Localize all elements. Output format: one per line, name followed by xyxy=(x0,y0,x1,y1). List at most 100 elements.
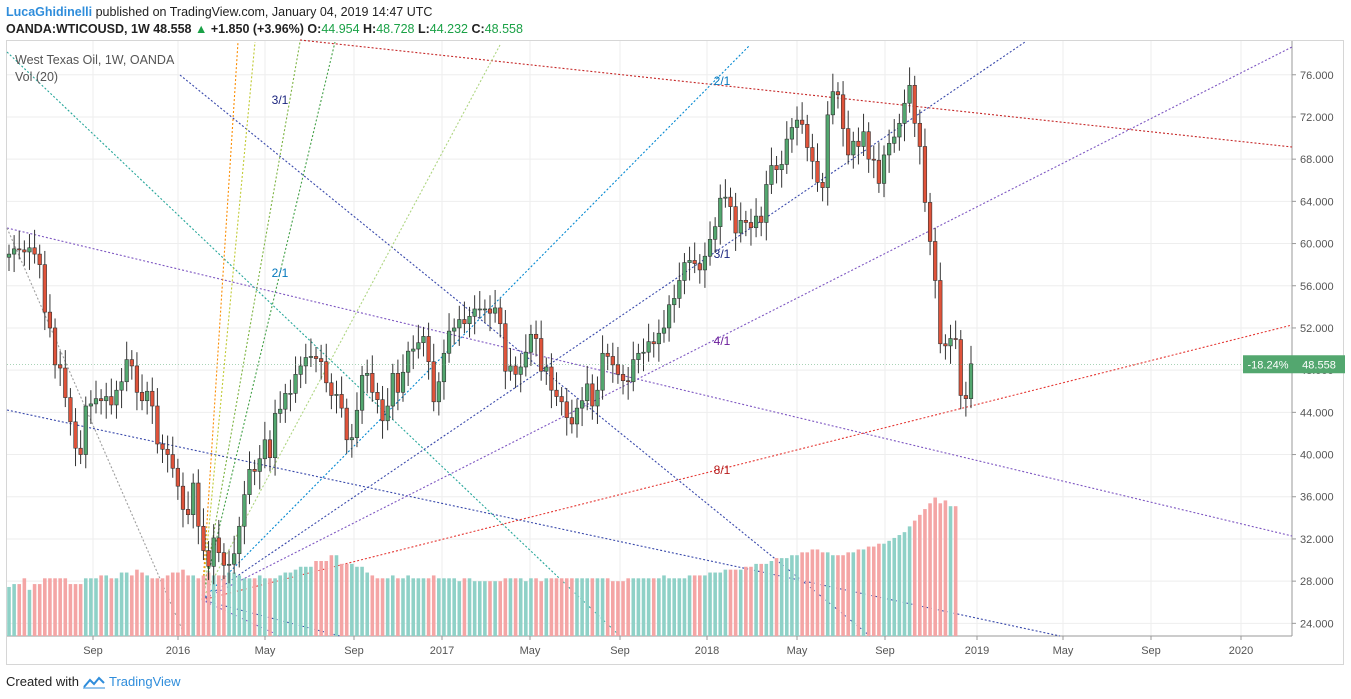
candle-body xyxy=(482,308,487,311)
low-value: 44.232 xyxy=(429,22,468,36)
fan-label: 2/1 xyxy=(272,266,289,280)
candle-body xyxy=(902,102,907,124)
candle-body xyxy=(400,371,406,393)
candle-body xyxy=(319,358,324,363)
volume-bar xyxy=(718,572,723,636)
volume-bar xyxy=(43,578,47,636)
volume-bar xyxy=(324,561,329,636)
candle-body xyxy=(825,114,830,188)
volume-bar xyxy=(585,578,590,636)
candle-body xyxy=(416,342,421,350)
candle-body xyxy=(922,146,928,203)
x-tick-label: 2019 xyxy=(965,645,989,657)
candle-body xyxy=(155,405,160,445)
candle-body xyxy=(938,280,943,345)
volume-bar xyxy=(196,578,201,636)
candle-body xyxy=(815,160,820,183)
volume-bar xyxy=(483,581,487,636)
volume-bar xyxy=(912,520,917,636)
y-tick-label: 60.000 xyxy=(1300,239,1334,251)
change-tag: -18.24% xyxy=(1248,359,1289,371)
candle-body xyxy=(810,147,815,162)
volume-bar xyxy=(672,578,677,636)
volume-bar xyxy=(360,566,364,636)
volume-bar xyxy=(227,572,231,636)
volume-bar xyxy=(314,561,318,636)
volume-bar xyxy=(119,572,124,636)
tradingview-link[interactable]: TradingView xyxy=(108,674,181,689)
candle-body xyxy=(211,537,216,567)
candle-body xyxy=(354,409,360,438)
symbol-label: OANDA:WTICOUSD, 1W xyxy=(6,22,150,36)
gann-fan-line xyxy=(201,324,1293,601)
candle-body xyxy=(242,494,247,527)
volume-bar xyxy=(790,555,794,636)
volume-bar xyxy=(871,546,876,636)
candle-body xyxy=(897,122,902,138)
candle-body xyxy=(738,220,743,234)
candle-body xyxy=(52,327,58,366)
fan-label: 3/1 xyxy=(714,247,731,261)
author-link[interactable]: LucaGhidinelli xyxy=(6,5,93,19)
volume-bar xyxy=(442,578,446,636)
volume-bar xyxy=(590,578,595,636)
candle-body xyxy=(646,341,651,353)
candle-body xyxy=(846,128,851,156)
volume-bar xyxy=(380,578,385,636)
volume-bar xyxy=(186,575,190,636)
candle-body xyxy=(150,390,155,407)
volume-bar xyxy=(303,566,308,636)
volume-bar xyxy=(48,578,52,636)
volume-bar xyxy=(385,578,390,636)
price-tag: 48.558 xyxy=(1302,359,1336,371)
candle-body xyxy=(58,364,63,369)
candle-body xyxy=(728,196,733,207)
candle-body xyxy=(160,443,165,450)
candle-body xyxy=(933,241,938,281)
candle-body xyxy=(278,408,283,414)
candle-body xyxy=(574,407,580,425)
volume-bar xyxy=(319,561,323,636)
candle-body xyxy=(518,366,523,375)
volume-bar xyxy=(477,581,482,636)
volume-bar xyxy=(472,581,477,636)
candle-body xyxy=(313,356,319,359)
candle-body xyxy=(769,165,774,185)
candle-body xyxy=(406,350,411,373)
candle-body xyxy=(549,366,554,391)
volume-bar xyxy=(641,578,646,636)
candle-body xyxy=(390,373,395,407)
candle-body xyxy=(124,359,129,383)
volume-bar xyxy=(63,578,68,636)
candle-body xyxy=(441,352,447,383)
candle-body xyxy=(83,405,88,455)
volume-bar xyxy=(73,584,78,636)
volume-bar xyxy=(104,575,109,636)
candle-body xyxy=(759,215,764,223)
volume-bar xyxy=(170,572,175,636)
volume-bar xyxy=(375,578,380,636)
candle-body xyxy=(544,366,549,372)
volume-bar xyxy=(140,572,144,636)
candle-body xyxy=(201,525,206,551)
candle-body xyxy=(718,197,723,227)
volume-bar xyxy=(109,578,114,636)
volume-bar xyxy=(621,581,625,636)
candle-body xyxy=(196,482,201,527)
tradingview-logo-icon xyxy=(82,676,105,688)
volume-bar xyxy=(738,569,743,636)
candle-body xyxy=(743,220,748,223)
volume-bar xyxy=(191,575,196,636)
volume-bar xyxy=(902,532,907,636)
high-label: H: xyxy=(363,22,377,36)
volume-bar xyxy=(176,572,180,636)
candle-body xyxy=(881,154,887,184)
candle-body xyxy=(93,398,99,405)
volume-bar xyxy=(68,584,73,636)
candle-body xyxy=(27,247,32,253)
volume-bar xyxy=(222,575,226,636)
candle-body xyxy=(139,392,145,402)
volume-bar xyxy=(825,552,830,636)
y-tick-label: 72.000 xyxy=(1300,112,1334,124)
